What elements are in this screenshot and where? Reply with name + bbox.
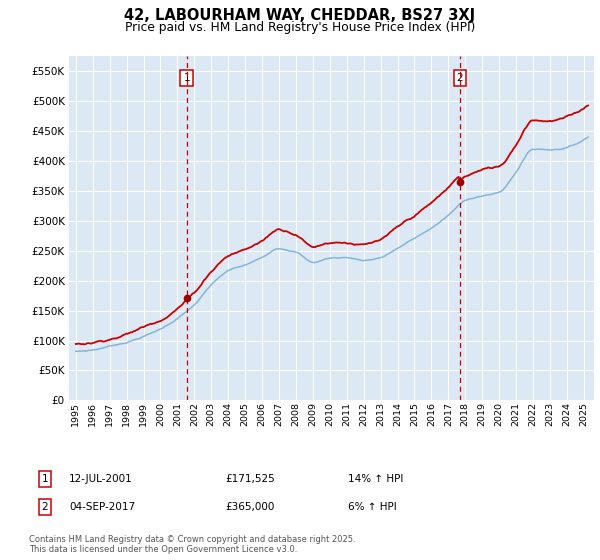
Text: 6% ↑ HPI: 6% ↑ HPI xyxy=(348,502,397,512)
Text: 2: 2 xyxy=(457,73,463,83)
Text: 42, LABOURHAM WAY, CHEDDAR, BS27 3XJ: 42, LABOURHAM WAY, CHEDDAR, BS27 3XJ xyxy=(124,8,476,24)
Text: Contains HM Land Registry data © Crown copyright and database right 2025.: Contains HM Land Registry data © Crown c… xyxy=(29,535,355,544)
Text: 14% ↑ HPI: 14% ↑ HPI xyxy=(348,474,403,484)
Text: Price paid vs. HM Land Registry's House Price Index (HPI): Price paid vs. HM Land Registry's House … xyxy=(125,21,475,34)
Text: 2: 2 xyxy=(41,502,49,512)
Text: This data is licensed under the Open Government Licence v3.0.: This data is licensed under the Open Gov… xyxy=(29,545,297,554)
Text: £365,000: £365,000 xyxy=(225,502,274,512)
Text: 1: 1 xyxy=(41,474,49,484)
Text: 12-JUL-2001: 12-JUL-2001 xyxy=(69,474,133,484)
Text: £171,525: £171,525 xyxy=(225,474,275,484)
Text: 04-SEP-2017: 04-SEP-2017 xyxy=(69,502,135,512)
Text: 1: 1 xyxy=(184,73,190,83)
